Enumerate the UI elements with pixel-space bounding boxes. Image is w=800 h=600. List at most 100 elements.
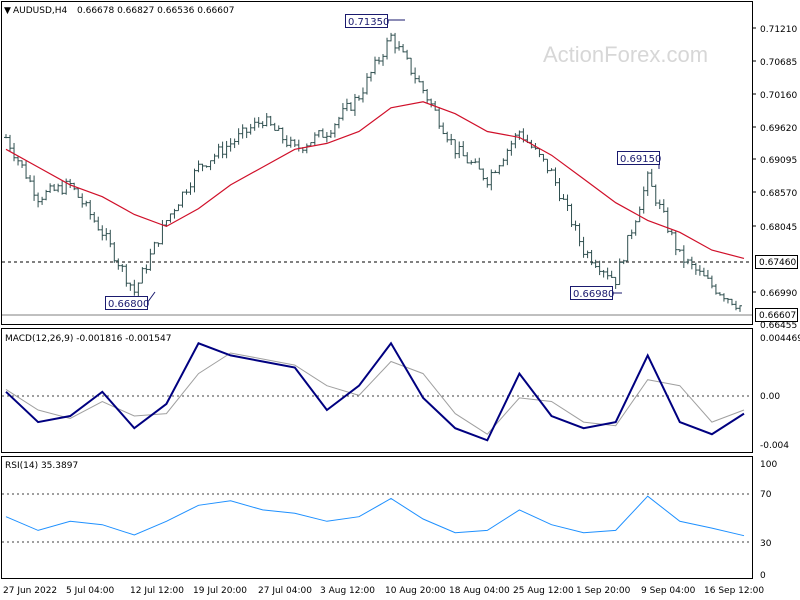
ohlc-bar	[701, 267, 706, 277]
ohlc-bar	[108, 229, 113, 248]
ohlc-bar	[44, 189, 49, 201]
macd-panel-frame	[1, 328, 753, 453]
callout-66980: 0.66980	[570, 286, 622, 300]
ohlc-bar	[284, 135, 289, 148]
ohlc-bar	[136, 282, 141, 297]
ohlc-bar	[344, 98, 349, 112]
moving-average-line	[5, 101, 745, 259]
x-tick: 25 Aug 12:00	[513, 586, 574, 596]
ohlc-bar	[473, 158, 478, 164]
ohlc-bar	[216, 143, 221, 159]
x-tick: 12 Jul 12:00	[130, 586, 184, 596]
ohlc-bar	[348, 102, 353, 111]
ohlc-bar	[332, 123, 337, 138]
ohlc-bar	[581, 236, 586, 258]
x-tick: 3 Aug 12:00	[320, 586, 375, 596]
ohlc-bar	[409, 57, 414, 76]
ohlc-bar	[465, 152, 470, 164]
ohlc-bar	[509, 140, 514, 156]
ohlc-bar	[585, 250, 590, 259]
ohlc-bar	[260, 121, 265, 129]
x-tick: 5 Jul 04:00	[66, 586, 115, 596]
price-tick: 0.70160	[760, 91, 797, 101]
ohlc-bar	[68, 178, 73, 189]
callout-label: 0.66980	[573, 289, 614, 300]
x-tick: 19 Jul 20:00	[193, 586, 247, 596]
ohlc-bar	[493, 170, 498, 174]
ohlc-bar	[621, 259, 626, 265]
ohlc-bar	[240, 124, 245, 139]
ohlc-bar	[224, 140, 229, 159]
rsi-tick: 30	[760, 539, 772, 549]
rsi-tick: 100	[760, 460, 777, 470]
ohlc-bar	[84, 200, 89, 207]
ohlc-bar	[653, 184, 658, 207]
ohlc-bar	[393, 32, 398, 54]
ohlc-bar	[397, 41, 402, 51]
ohlc-bar	[184, 189, 189, 195]
x-tick: 9 Sep 04:00	[641, 586, 696, 596]
ohlc-bar	[689, 256, 694, 270]
ohlc-bar	[320, 128, 325, 138]
ohlc-bar	[248, 123, 253, 135]
ohlc-bar	[589, 249, 594, 266]
ohlc-bar	[40, 196, 45, 205]
ohlc-bar	[312, 132, 317, 146]
ohlc-bar	[617, 258, 622, 286]
header-arrow-icon: ▼	[4, 6, 11, 16]
x-axis: 27 Jun 2022 5 Jul 04:00 12 Jul 12:00 19 …	[3, 586, 764, 596]
ohlc-bar	[24, 161, 29, 179]
ohlc-bar	[228, 138, 233, 152]
rsi-tick: 0	[760, 571, 766, 581]
price-tick: 0.70685	[760, 58, 797, 68]
ohlc-bar	[256, 117, 261, 128]
ohlc-bar	[356, 95, 361, 101]
ohlc-bar	[577, 223, 582, 247]
callout-69150: 0.69150	[617, 151, 661, 169]
ohlc-bar	[368, 71, 373, 82]
ohlc-bar	[304, 143, 309, 154]
ohlc-bar	[140, 267, 145, 284]
ohlc-bar	[657, 199, 662, 210]
ohlc-bar	[36, 192, 41, 208]
ohlc-bar	[4, 134, 8, 139]
ohlc-bar	[633, 220, 638, 236]
ohlc-bar	[292, 139, 297, 148]
ohlc-bar	[573, 220, 578, 231]
ohlc-bar	[441, 122, 446, 135]
rsi-line	[5, 495, 745, 537]
ohlc-bar	[729, 298, 734, 306]
ohlc-bar	[385, 37, 390, 60]
ohlc-bar	[545, 158, 550, 174]
x-tick: 1 Sep 20:00	[576, 586, 631, 596]
price-panel-frame	[1, 1, 753, 325]
ohlc-bar	[513, 133, 518, 149]
ohlc-bar	[373, 56, 377, 75]
ohlc-bar	[112, 241, 117, 263]
ohlc-bar	[200, 163, 205, 172]
ohlc-bar	[453, 139, 458, 159]
ohlc-bar	[288, 136, 293, 148]
macd-title: MACD(12,26,9) -0.001816 -0.001547	[5, 334, 171, 344]
ohlc-bar	[128, 282, 133, 291]
macd-tick: 0.004469	[760, 334, 800, 344]
ohlc-bar	[48, 183, 53, 193]
ohlc-bar	[501, 158, 506, 167]
ohlc-bar	[164, 220, 169, 227]
ohlc-bar	[661, 199, 666, 213]
ohlc-bar	[425, 89, 430, 103]
ohlc-bar	[272, 122, 277, 131]
ohlc-bar	[16, 156, 21, 166]
ohlc-bar	[417, 75, 422, 83]
ohlc-bar	[597, 260, 602, 276]
ohlc-bar	[637, 206, 642, 223]
ohlc-bar	[377, 56, 382, 65]
ohlc-bar	[437, 107, 442, 129]
ohlc-bar	[296, 139, 301, 152]
ohlc-bar	[669, 229, 674, 236]
ohlc-bar	[176, 204, 181, 212]
ohlc-bar	[188, 182, 193, 195]
ohlc-bar	[737, 305, 742, 312]
ohlc-bar	[401, 44, 406, 53]
